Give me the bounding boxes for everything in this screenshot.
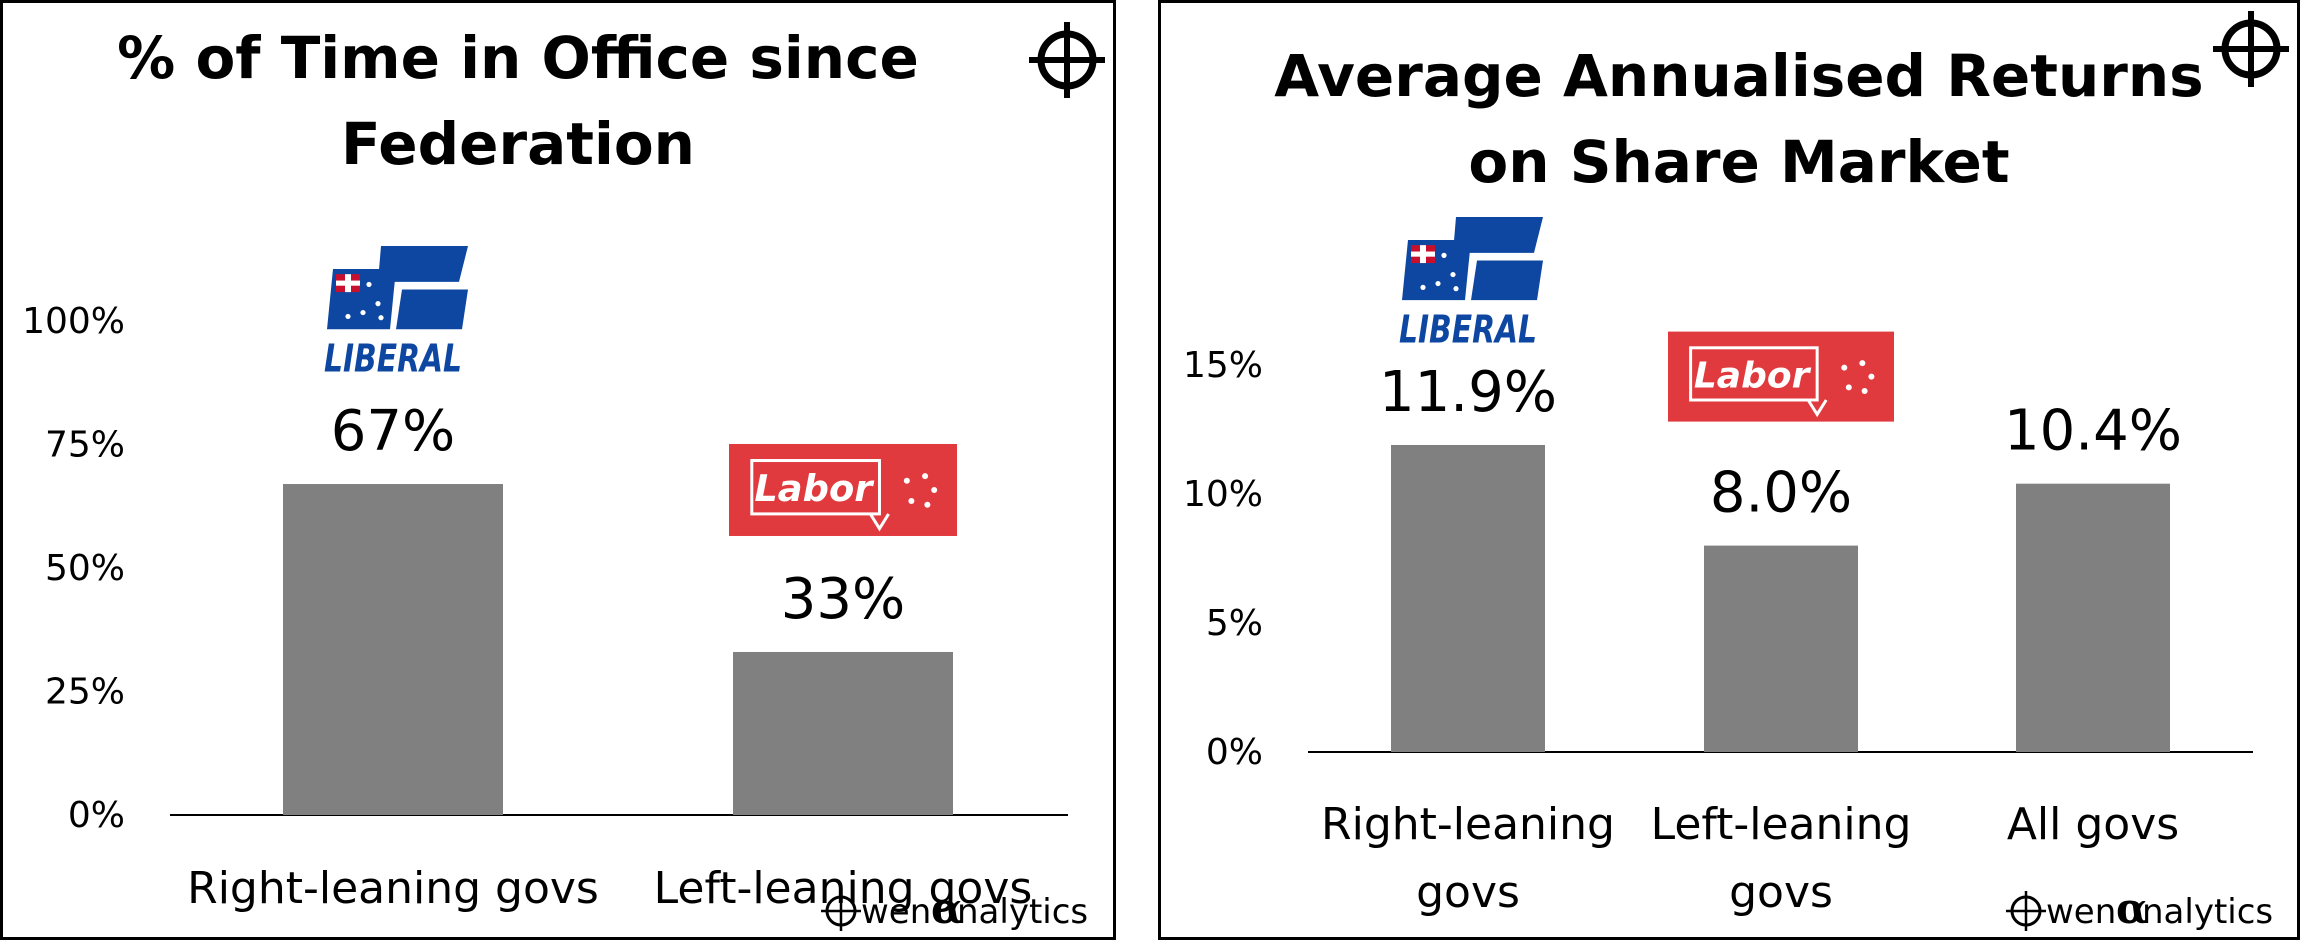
chart-panel-share-returns: Average Annualised Returns on Share Marke… <box>1158 0 2300 940</box>
data-label: 67% <box>331 399 455 464</box>
liberal-logo-star <box>366 281 372 288</box>
labor-logo-text: Labor <box>1694 355 1812 396</box>
labor-logo-star <box>931 486 938 493</box>
crosshair-icon <box>2213 11 2289 87</box>
labor-logo-star <box>1841 364 1848 371</box>
brand-analytics-text: nalytics <box>957 892 1088 932</box>
labor-logo-star <box>924 501 931 508</box>
labor-logo-star <box>1845 384 1852 391</box>
x-category-label: All govs <box>2007 799 2179 850</box>
y-tick-label: 10% <box>1183 474 1263 515</box>
brand-alpha-text: α <box>2116 884 2148 933</box>
x-category-label: Right-leaning <box>1321 799 1615 850</box>
chart-title: % of Time in Office since <box>117 24 919 92</box>
data-label: 11.9% <box>1379 360 1557 425</box>
chart-share-returns: Average Annualised Returns on Share Marke… <box>1183 11 2297 933</box>
labor-logo-speech-box <box>1689 346 1819 402</box>
liberal-logo-block-right <box>396 289 468 330</box>
liberal-logo-text: LIBERAL <box>1399 307 1537 352</box>
y-tick-label: 0% <box>1206 732 1263 773</box>
chart-time-in-office: % of Time in Office since Federation 0% 25%… <box>22 22 1113 933</box>
y-tick-label: 75% <box>45 425 125 466</box>
brand-registered-mark: ® <box>1111 874 1113 914</box>
chart-title: Federation <box>341 110 695 178</box>
x-category-label: govs <box>1416 867 1520 918</box>
bar <box>733 651 953 815</box>
liberal-logo-star <box>375 301 381 307</box>
liberal-logo-star <box>345 313 351 320</box>
crosshair-icon <box>1029 22 1105 98</box>
liberal-logo-star <box>378 315 384 321</box>
chart-title: on Share Market <box>1468 128 2009 196</box>
y-tick-label: 0% <box>68 795 125 836</box>
labor-logo-text: Labor <box>754 467 875 510</box>
brand-owen-text: wen <box>861 892 931 932</box>
labor-logo-star <box>1868 373 1875 380</box>
data-label: 8.0% <box>1710 461 1852 526</box>
x-category-label: Right-leaning govs <box>187 863 599 914</box>
bar <box>2016 483 2170 752</box>
bar <box>1704 545 1858 752</box>
liberal-logo-star <box>1453 286 1459 292</box>
chart-title: Average Annualised Returns <box>1274 42 2203 110</box>
bar <box>1391 444 1545 752</box>
labor-logo-star <box>908 498 915 505</box>
y-tick-label: 100% <box>22 301 125 342</box>
labor-logo-star <box>903 477 910 484</box>
labor-logo-star <box>1861 388 1868 394</box>
y-tick-label: 5% <box>1206 603 1263 644</box>
x-category-label: Left-leaning <box>1651 799 1912 850</box>
x-category-label: Left-leaning govs <box>654 863 1033 914</box>
labor-logo-star <box>1859 360 1866 367</box>
labor-logo: Labor <box>729 443 957 536</box>
liberal-logo-star <box>1441 252 1447 258</box>
liberal-logo: LIBERAL <box>1399 216 1543 352</box>
labor-logo-speech-tail <box>869 513 890 532</box>
brand-registered-mark: ® <box>2296 874 2297 914</box>
liberal-logo-block-top <box>378 246 468 282</box>
liberal-logo-star <box>360 309 366 316</box>
labor-logo-speech-tail <box>1806 399 1828 418</box>
data-label: 10.4% <box>2004 399 2182 464</box>
labor-logo: Labor <box>1668 331 1894 422</box>
liberal-logo-star <box>1435 280 1441 287</box>
chart-panel-time-in-office: % of Time in Office since Federation 0% 25%… <box>0 0 1116 940</box>
brand-alpha-text: α <box>931 884 963 933</box>
y-tick-label: 15% <box>1183 345 1263 386</box>
bar <box>283 484 503 815</box>
liberal-logo-star <box>1450 271 1456 278</box>
labor-logo-star <box>922 473 929 480</box>
liberal-logo-block-right <box>1471 260 1543 301</box>
liberal-logo-flag-bar-v <box>1420 245 1426 264</box>
data-label: 33% <box>781 567 905 632</box>
brand-owen-text: wen <box>2046 892 2116 932</box>
liberal-logo: LIBERAL <box>324 246 468 381</box>
liberal-logo-flag-bar-v <box>345 274 351 293</box>
y-tick-label: 50% <box>45 548 125 589</box>
y-tick-label: 25% <box>45 672 125 713</box>
liberal-logo-star <box>1420 284 1426 290</box>
liberal-logo-text: LIBERAL <box>324 336 462 381</box>
x-category-label: govs <box>1729 867 1833 918</box>
labor-logo-speech-box <box>750 459 881 516</box>
brand-analytics-text: nalytics <box>2142 892 2273 932</box>
liberal-logo-block-top <box>1453 216 1543 253</box>
